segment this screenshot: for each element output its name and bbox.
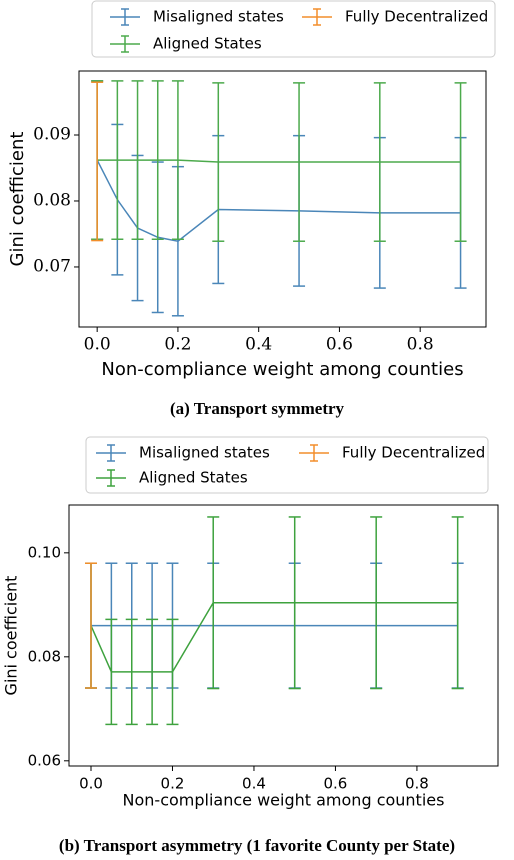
x-axis-label: Non-compliance weight among counties bbox=[123, 791, 445, 810]
x-tick-label: 0.2 bbox=[164, 335, 191, 355]
x-axis-label: Non-compliance weight among counties bbox=[101, 359, 463, 380]
caption: (a) Transport symmetry bbox=[170, 399, 345, 418]
x-tick-label: 0.8 bbox=[405, 775, 429, 793]
x-tick-label: 0.4 bbox=[242, 775, 266, 793]
legend-label: Fully Decentralized bbox=[342, 444, 485, 462]
caption: (b) Transport asymmetry (1 favorite Coun… bbox=[59, 836, 455, 855]
x-tick-label: 0.2 bbox=[161, 775, 185, 793]
legend: Misaligned states Aligned States Fully Dec… bbox=[85, 436, 489, 494]
legend-box bbox=[85, 436, 489, 494]
plot-frame bbox=[78, 70, 487, 328]
series-line bbox=[97, 159, 461, 163]
x-tick-label: 0.0 bbox=[84, 335, 111, 355]
x-tick-label: 0.6 bbox=[324, 775, 348, 793]
legend-label: Aligned States bbox=[139, 469, 248, 487]
legend-label: Misaligned states bbox=[153, 8, 284, 26]
x-tick-label: 0.4 bbox=[245, 335, 272, 355]
y-tick-label: 0.08 bbox=[33, 190, 71, 210]
legend-label: Misaligned states bbox=[139, 444, 270, 462]
subplot: 0.0 0.2 0.4 0.6 0.8 0.06 0.08 0.10 Misaligned st… bbox=[2, 436, 499, 855]
legend: Misaligned states Aligned States Fully Dec… bbox=[91, 0, 496, 58]
y-axis-label: Gini coefficient bbox=[7, 132, 28, 267]
y-tick-label: 0.06 bbox=[28, 751, 61, 769]
series-line bbox=[90, 601, 458, 673]
legend-box bbox=[91, 0, 496, 58]
subplot: 0.0 0.2 0.4 0.6 0.8 0.07 0.08 0.09 Misaligned st… bbox=[7, 0, 496, 418]
legend-label: Aligned States bbox=[153, 35, 262, 53]
x-tick-label: 0.6 bbox=[326, 335, 353, 355]
y-tick-label: 0.08 bbox=[28, 647, 61, 665]
y-tick-label: 0.07 bbox=[33, 256, 71, 276]
y-tick-label: 0.10 bbox=[28, 543, 61, 561]
y-tick-label: 0.09 bbox=[33, 125, 71, 145]
plot-frame bbox=[68, 504, 499, 767]
x-tick-label: 0.0 bbox=[79, 775, 103, 793]
y-axis-label: Gini coefficient bbox=[2, 576, 21, 696]
legend-label: Fully Decentralized bbox=[345, 8, 488, 26]
x-tick-label: 0.8 bbox=[407, 335, 434, 355]
series-line bbox=[96, 159, 461, 243]
